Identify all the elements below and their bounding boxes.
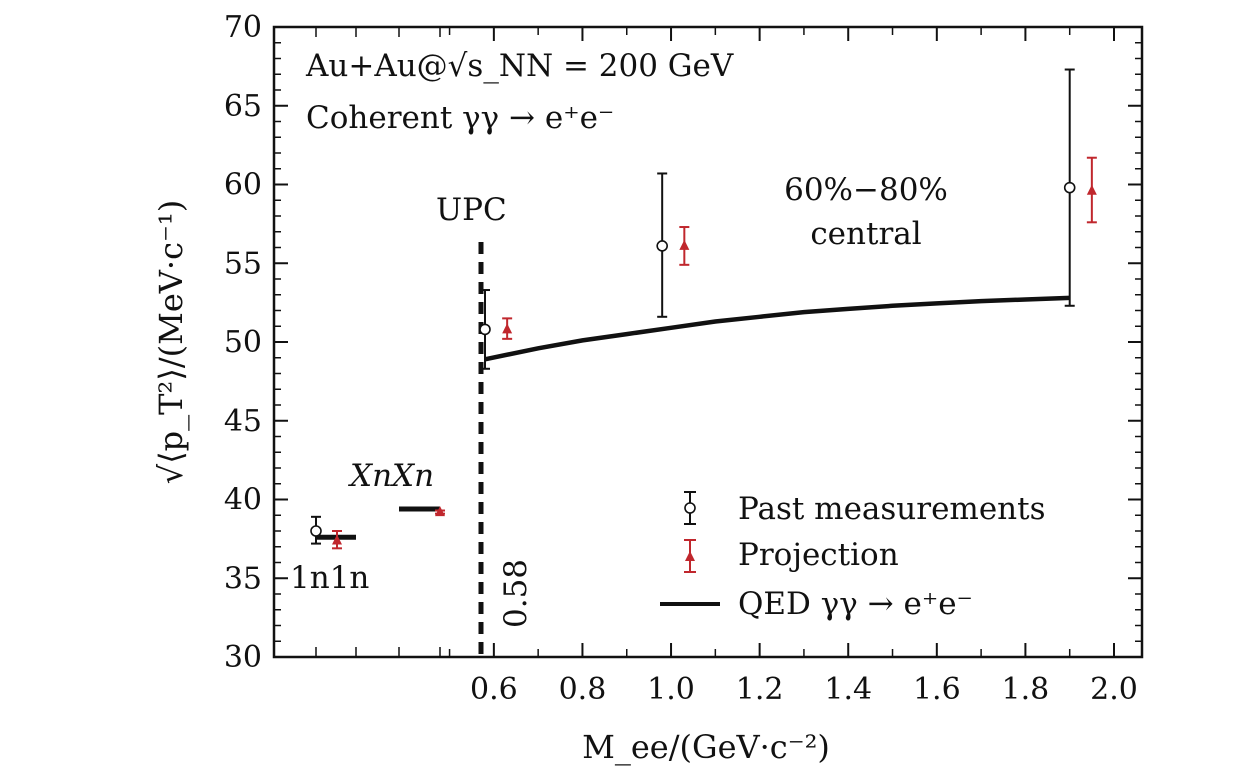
legend-marker-past	[684, 491, 696, 525]
y-tick-label: 45	[224, 404, 262, 439]
y-tick-label: 70	[224, 10, 262, 45]
y-tick-label: 40	[224, 483, 262, 518]
y-tick-label: 50	[224, 325, 262, 360]
x-tick-label: 1.4	[824, 672, 872, 707]
legend-label-qed: QED γγ → e⁺e⁻	[738, 586, 973, 622]
data-point-projection	[679, 239, 690, 250]
y-tick-label: 65	[224, 89, 262, 124]
y-tick-label: 60	[224, 168, 262, 203]
peripheral-label-2: central	[810, 216, 921, 252]
x-tick-label: 0.6	[470, 672, 518, 707]
data-point-past	[656, 240, 668, 252]
y-tick-label: 35	[224, 561, 262, 596]
upc-label: UPC	[436, 192, 507, 228]
divider-label: 0.58	[498, 559, 534, 628]
title-line-1: Au+Au@√s_NN = 200 GeV	[305, 48, 734, 84]
x-axis-title: M_ee/(GeV·c⁻²)	[582, 728, 830, 766]
legend-label-past: Past measurements	[738, 491, 1046, 527]
x-tick-label: 1.6	[913, 672, 961, 707]
data-point-past	[310, 525, 322, 537]
category-label-1n1n: 1n1n	[290, 560, 369, 596]
x-tick-label: 0.8	[559, 672, 607, 707]
data-point-past	[479, 323, 491, 336]
x-tick-label: 2.0	[1090, 672, 1138, 707]
data-point-projection	[1086, 184, 1097, 195]
legend-marker-projection	[684, 539, 696, 573]
plot-marks: 30 35 40 45 50 55 60 65 70 0.6 0.8 1.0 1.2 1.4 1.6 1.8 2…	[224, 10, 1144, 707]
peripheral-label-1: 60%−80%	[784, 172, 948, 208]
data-point-past	[1063, 181, 1076, 194]
data-point-projection	[332, 534, 342, 545]
category-label-xnxn: XnXn	[348, 458, 434, 494]
x-tick-label: 1.2	[736, 672, 784, 707]
qed-curve	[484, 295, 1070, 362]
legend: Past measurements Projection QED γγ → e⁺…	[660, 491, 1046, 622]
title-line-2: Coherent γγ → e⁺e⁻	[306, 100, 614, 136]
x-tick-label: 1.0	[647, 672, 695, 707]
data-point-projection	[502, 323, 513, 334]
y-axis-title: √⟨p_T²⟩/(MeV·c⁻¹)	[152, 200, 190, 484]
x-tick-label: 1.8	[1002, 672, 1050, 707]
y-tick-label: 30	[224, 640, 262, 675]
y-tick-label: 55	[224, 246, 262, 281]
data-point-projection	[435, 506, 445, 517]
legend-label-projection: Projection	[738, 537, 899, 573]
